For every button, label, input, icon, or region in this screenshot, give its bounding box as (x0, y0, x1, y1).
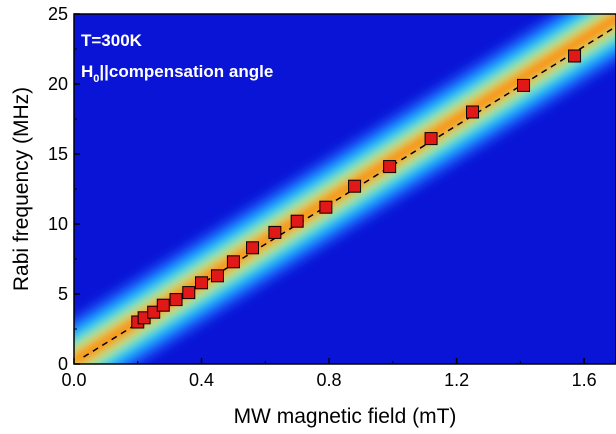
data-point (268, 225, 282, 239)
data-point (182, 286, 196, 300)
data-point (195, 276, 209, 290)
data-point (348, 179, 362, 193)
data-point (383, 160, 397, 174)
y-axis-title: Rabi frequency (MHz) (10, 87, 33, 291)
x-axis: 0.0 0.4 0.8 1.2 1.6 (61, 358, 597, 390)
data-point (169, 293, 183, 307)
y-tick-label: 15 (48, 144, 68, 164)
data-point (319, 200, 333, 214)
data-point (226, 255, 240, 269)
annotation-h-symbol: H (81, 62, 93, 81)
data-point (568, 49, 582, 63)
data-point (466, 105, 480, 119)
x-tick-label: 1.6 (572, 370, 597, 390)
y-tick-label: 5 (58, 284, 68, 304)
y-tick-label: 25 (48, 4, 68, 24)
data-point (156, 298, 170, 312)
annotation-orientation-text: ||compensation angle (99, 62, 273, 81)
data-point (424, 132, 438, 146)
data-point (290, 214, 304, 228)
x-tick-label: 1.2 (444, 370, 469, 390)
annotation-field-orientation: H0||compensation angle (81, 62, 273, 85)
x-tick-label: 0.4 (189, 370, 214, 390)
data-point (517, 78, 531, 92)
y-tick-label: 10 (48, 214, 68, 234)
y-tick-label: 0 (58, 354, 68, 374)
data-point (210, 269, 224, 283)
y-tick-label: 20 (48, 74, 68, 94)
x-axis-title: MW magnetic field (mT) (234, 405, 457, 428)
x-tick-label: 0.8 (317, 370, 342, 390)
data-points (131, 49, 582, 329)
data-point (246, 241, 260, 255)
data-point (147, 305, 161, 319)
annotation-h-subscript: 0 (93, 73, 99, 85)
annotation-temperature: T=300K (81, 31, 143, 50)
x-tick-label: 0.0 (61, 370, 86, 390)
y-axis: 0 5 10 15 20 25 (48, 4, 80, 374)
